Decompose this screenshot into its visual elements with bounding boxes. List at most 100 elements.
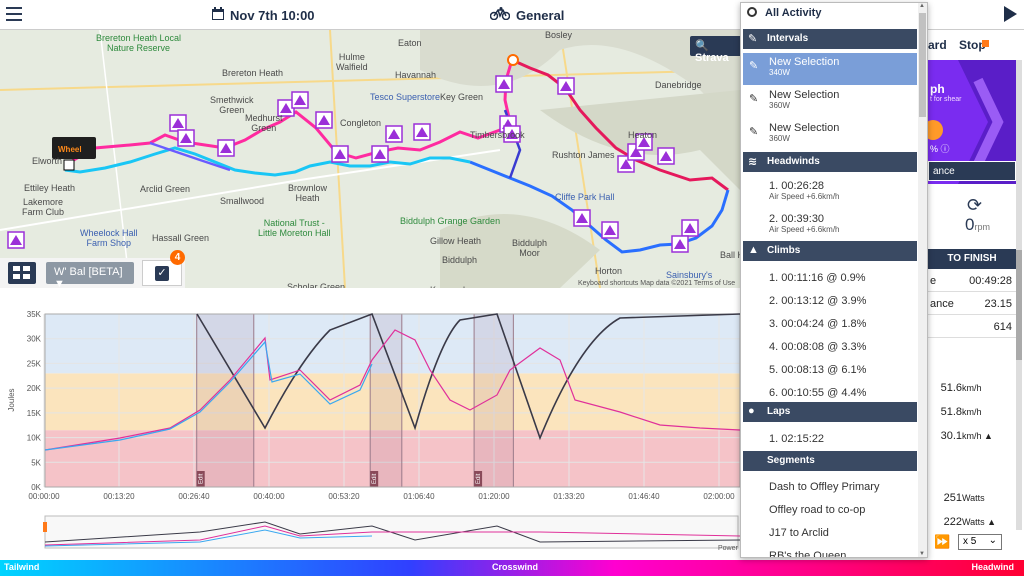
notification-badge: 4 (170, 250, 185, 265)
segment-option[interactable]: Offley road to co-op (743, 500, 917, 522)
wbal-line (196, 312, 740, 441)
headwind-option-sub: Air Speed +6.6km/h (769, 225, 840, 234)
interval-edit-label: Edit (476, 473, 482, 484)
climb-option[interactable]: 1. 00:11:16 @ 0.9% (743, 268, 917, 290)
stop-button[interactable]: Stop (959, 38, 986, 52)
speed-card-sub: t for shear (930, 96, 962, 103)
y-tick-label: 15K (27, 409, 42, 418)
finish-row-key: e (930, 275, 937, 287)
interval-option-sub: 360W (769, 101, 790, 110)
stat-unit: km/h ▲ (962, 431, 993, 441)
map-attribution[interactable]: Keyboard shortcuts Map data ©2021 Terms … (578, 280, 736, 287)
wbal-dropdown[interactable]: W' Bal [BETA] ▼ (46, 262, 134, 290)
map-place-label: Danebridge (655, 80, 702, 90)
map-place-label: Ball H (720, 250, 740, 260)
stat-row: 51.6 km/h (928, 377, 1018, 399)
map-place-label: Congleton (340, 118, 382, 128)
tailwind-label: Tailwind (4, 562, 40, 572)
lap-option-label: 1. 02:15:22 (769, 433, 825, 445)
climb-option[interactable]: 3. 00:04:24 @ 1.8% (743, 314, 917, 336)
dropdown-scrollbar[interactable]: ▲ ▼ (918, 3, 927, 557)
refresh-icon[interactable]: ⟳ (967, 195, 983, 215)
interval-option[interactable]: ✎ New Selection 340W (743, 53, 917, 85)
hamburger-menu-icon[interactable] (6, 7, 22, 21)
overview-minimap[interactable] (0, 512, 740, 552)
y-tick-label: 25K (27, 359, 42, 368)
bicycle-icon (489, 7, 511, 23)
lap-option[interactable]: 1. 02:15:22 (743, 429, 917, 451)
interval-option[interactable]: ✎ New Selection 360W (743, 86, 917, 118)
x-tick-label: 01:46:40 (628, 492, 660, 501)
mountain-icon: ▲ (748, 244, 759, 256)
map-place-label: National Trust - Little Moreton Hall (258, 218, 331, 238)
mini-label: Power (718, 545, 738, 552)
map-place-label: Bosley (545, 30, 573, 40)
climb-option[interactable]: 4. 00:08:08 @ 3.3% (743, 337, 917, 359)
map-place-label: Hulme Walfield (336, 52, 368, 72)
fast-forward-icon[interactable]: ⏩ (934, 534, 951, 549)
map-place-label: Medhurst Green (245, 113, 283, 133)
playback-speed-select[interactable]: x 5 ⌄ (958, 534, 1002, 550)
date-display[interactable]: Nov 7th 10:00 (212, 7, 315, 23)
strava-small-icon (982, 40, 989, 47)
climb-option[interactable]: 2. 00:13:12 @ 3.9% (743, 291, 917, 313)
grid-layout-button[interactable] (8, 262, 36, 284)
wind-icon: ≋ (748, 156, 758, 168)
segment-option[interactable]: J17 to Arclid (743, 523, 917, 545)
finish-row-value: 23.15 (984, 298, 1012, 310)
headwind-option[interactable]: 2. 00:39:30 Air Speed +6.6km/h (743, 210, 917, 242)
headwind-option-title: 2. 00:39:30 (769, 213, 825, 225)
y-axis-label: Joules (7, 388, 16, 411)
stat-unit: km/h (962, 407, 982, 417)
play-icon[interactable] (1004, 6, 1017, 22)
headwind-option-sub: Air Speed +6.6km/h (769, 192, 840, 201)
map-place-label: Lakemore Farm Club (22, 197, 65, 217)
strava-button[interactable]: 🔍Strava (690, 36, 742, 64)
profile-display[interactable]: General (489, 7, 564, 23)
power-line-pink (44, 329, 740, 451)
headwind-option[interactable]: 1. 00:26:28 Air Speed +6.6km/h (743, 177, 917, 209)
map-canvas: Wheel (0, 30, 740, 288)
x-tick-label: 01:33:20 (553, 492, 585, 501)
climb-option[interactable]: 5. 00:08:13 @ 6.1% (743, 360, 917, 382)
climb-option[interactable]: 6. 00:10:55 @ 4.4% (743, 383, 917, 405)
interval-edit-tab (196, 471, 205, 487)
stat-value: 51.8 (940, 406, 962, 418)
y-tick-label: 30K (27, 335, 42, 344)
map-place-label: Wheelock Hall Farm Shop (80, 228, 138, 248)
interval-option-sub: 360W (769, 134, 790, 143)
map-place-label: Havannah (395, 70, 437, 80)
map-place-label: Smallwood (220, 196, 265, 206)
map-place-label: Hassall Green (152, 233, 210, 243)
x-tick-label: 00:13:20 (103, 492, 135, 501)
segment-option[interactable]: Dash to Offley Primary (743, 477, 917, 499)
climbs-section-header: ▲ Climbs (743, 241, 917, 261)
stat-row: 222 Watts ▲ (928, 511, 1018, 533)
activity-selection-dropdown[interactable]: All Activity ✎ Intervals ✎ New Selection 34… (740, 2, 928, 558)
all-activity-option[interactable]: All Activity (747, 7, 925, 27)
right-panel-scrollbar[interactable] (1016, 60, 1022, 530)
segment-option[interactable]: RB's the Queen (743, 546, 917, 558)
dot-icon: ● (748, 405, 755, 417)
interval-edit-tab (370, 471, 379, 487)
minimap-handle (43, 522, 47, 532)
segment-option-label: RB's the Queen (769, 550, 847, 558)
map-place-label: Brownlow Heath (288, 183, 328, 203)
minimap-line-pink (44, 525, 740, 546)
route-map[interactable]: Wheel Brereton Heath Local Nature Reserv… (0, 30, 740, 288)
climb-option-label: 3. 00:04:24 @ 1.8% (769, 318, 867, 330)
plot-frame (44, 313, 740, 488)
stat-value: 251 (943, 492, 962, 504)
edit-icon: ✎ (748, 33, 758, 45)
to-finish-header: TO FINISH (928, 249, 1016, 269)
balance-bar[interactable]: ance (928, 161, 1016, 181)
map-place-label: Ettiley Heath (24, 183, 76, 193)
wbal-chart[interactable]: 0K 5K 10K 15K 20K 25K 30K 35K 00:00:00 00:13:20 00… (0, 300, 740, 510)
dashboard-tab-label[interactable]: ard (928, 38, 947, 52)
interval-option[interactable]: ✎ New Selection 360W (743, 119, 917, 151)
map-place-label: Gillow Heath (430, 236, 482, 246)
x-tick-label: 01:06:40 (403, 492, 435, 501)
interval-box (196, 313, 255, 488)
stat-row: 251 Watts (928, 487, 1018, 509)
map-place-label: Cliffe Park Hall (555, 192, 615, 202)
